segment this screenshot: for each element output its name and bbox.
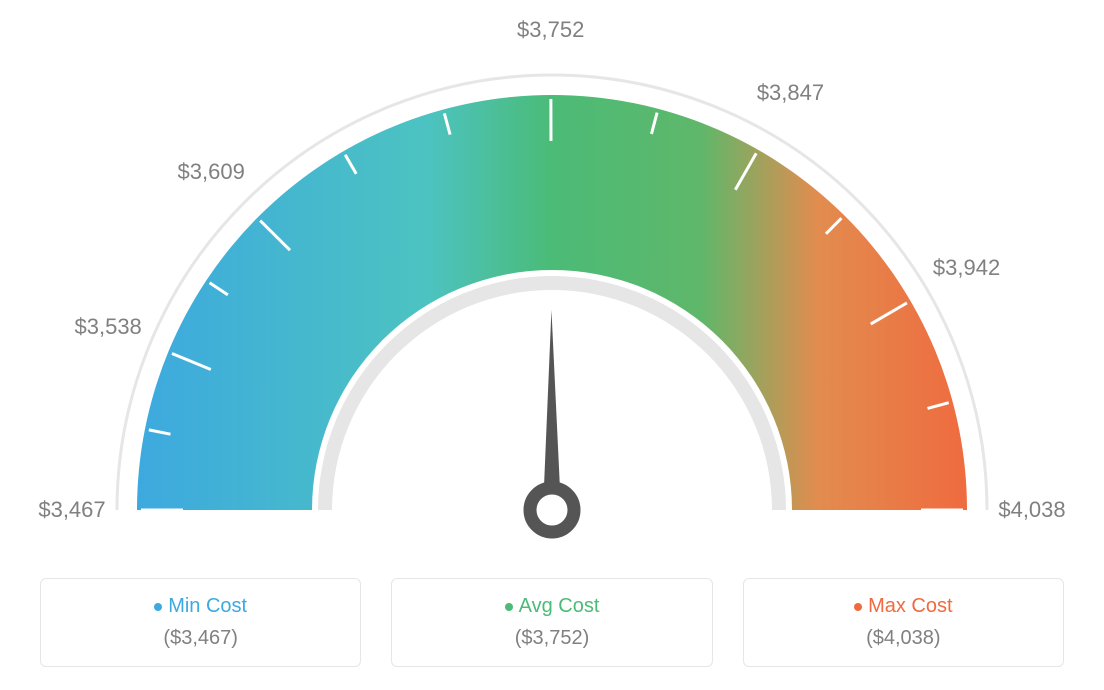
legend-max-title: Max Cost (754, 595, 1053, 618)
legend-avg-value: ($3,752) (402, 627, 701, 650)
bullet-icon (154, 603, 162, 611)
gauge-tick-label: $3,467 (38, 497, 105, 523)
gauge-area: $3,467 $3,538 $3,609 $3,752 $3,847 $3,942 $4,0… (0, 0, 1104, 555)
cost-gauge-chart: $3,467 $3,538 $3,609 $3,752 $3,847 $3,942 $4,0… (0, 0, 1104, 690)
legend-max-value: ($4,038) (754, 627, 1053, 650)
legend-min-box: Min Cost ($3,467) (40, 578, 361, 666)
legend-min-value: ($3,467) (51, 627, 350, 650)
legend-max-box: Max Cost ($4,038) (743, 578, 1064, 666)
gauge-tick-label: $4,038 (998, 497, 1065, 523)
legend-max-label: Max Cost (868, 596, 952, 618)
gauge-tick-label: $3,942 (933, 255, 1000, 281)
legend-avg-box: Avg Cost ($3,752) (391, 578, 712, 666)
legend-min-title: Min Cost (51, 595, 350, 618)
bullet-icon (854, 603, 862, 611)
gauge-tick-label: $3,752 (517, 17, 584, 43)
gauge-tick-label: $3,538 (75, 314, 142, 340)
legend-min-label: Min Cost (168, 596, 247, 618)
bullet-icon (505, 603, 513, 611)
gauge-tick-label: $3,609 (178, 159, 245, 185)
legend-avg-label: Avg Cost (519, 596, 600, 618)
legend-avg-title: Avg Cost (402, 595, 701, 618)
legend-area: Min Cost ($3,467) Avg Cost ($3,752) Max … (0, 555, 1104, 690)
gauge-tick-label: $3,847 (757, 80, 824, 106)
